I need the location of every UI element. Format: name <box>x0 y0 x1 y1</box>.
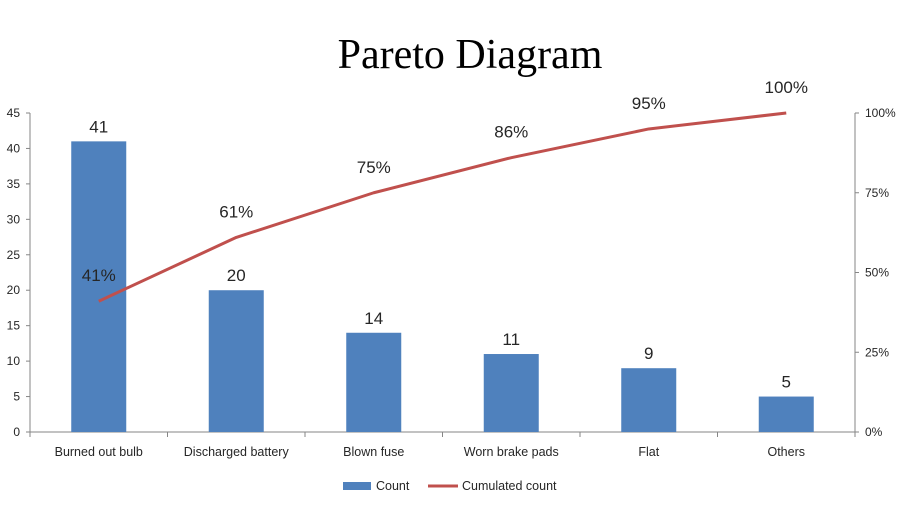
y-left-tick-label: 45 <box>7 106 21 120</box>
data-labels: 41 20 14 11 9 5 41% 61% 75% 86% 95% 100% <box>82 78 808 392</box>
y-right-tick-label: 50% <box>865 266 889 280</box>
y-left-tick-label: 40 <box>7 141 21 155</box>
y-left-tick-label: 15 <box>7 319 21 333</box>
x-tick-label: Burned out bulb <box>55 445 143 459</box>
y-left-tick-label: 20 <box>7 283 21 297</box>
bar <box>621 368 677 432</box>
x-tick-label: Others <box>767 445 805 459</box>
legend: Count Cumulated count <box>343 479 557 493</box>
y-left-tick-label: 5 <box>13 390 20 404</box>
y-right-tick-label: 0% <box>865 425 883 439</box>
y-left-tick-label: 25 <box>7 248 21 262</box>
y-left-tick-label: 0 <box>13 425 20 439</box>
bar <box>208 290 264 432</box>
y-right-tick-label: 25% <box>865 345 889 359</box>
y-left-tick-label: 10 <box>7 354 21 368</box>
cumulative-line <box>98 111 787 303</box>
legend-label-count: Count <box>376 479 410 493</box>
bar-data-label: 9 <box>644 344 653 363</box>
bar <box>758 396 814 432</box>
x-tick-label: Discharged battery <box>184 445 290 459</box>
y-left-tick-label: 35 <box>7 177 21 191</box>
y-right-tick-label: 100% <box>865 106 896 120</box>
bar-data-label: 11 <box>502 330 520 349</box>
bar <box>483 354 539 432</box>
bar <box>71 141 127 432</box>
axes: 0 5 10 15 20 25 30 35 40 45 0% 25% 50% 75% 100% Burned … <box>7 106 896 459</box>
line-data-label: 41% <box>82 266 116 285</box>
line-data-label: 75% <box>357 158 391 177</box>
bar-series <box>71 141 814 432</box>
line-data-label: 86% <box>494 123 528 142</box>
bar-data-label: 5 <box>782 373 791 392</box>
line-data-label: 95% <box>632 94 666 113</box>
line-data-label: 100% <box>765 78 808 97</box>
bar-data-label: 20 <box>227 266 246 285</box>
line-data-label: 61% <box>219 202 253 221</box>
bar-data-label: 41 <box>89 117 108 136</box>
x-tick-label: Flat <box>638 445 659 459</box>
y-right-tick-label: 75% <box>865 186 889 200</box>
line-series <box>98 111 787 303</box>
x-tick-label: Blown fuse <box>343 445 404 459</box>
legend-swatch-count <box>343 482 371 490</box>
x-tick-label: Worn brake pads <box>464 445 559 459</box>
bar-data-label: 14 <box>364 309 383 328</box>
y-left-tick-label: 30 <box>7 212 21 226</box>
legend-label-cumulated: Cumulated count <box>462 479 557 493</box>
chart-title: Pareto Diagram <box>338 32 603 78</box>
bar <box>346 332 402 432</box>
